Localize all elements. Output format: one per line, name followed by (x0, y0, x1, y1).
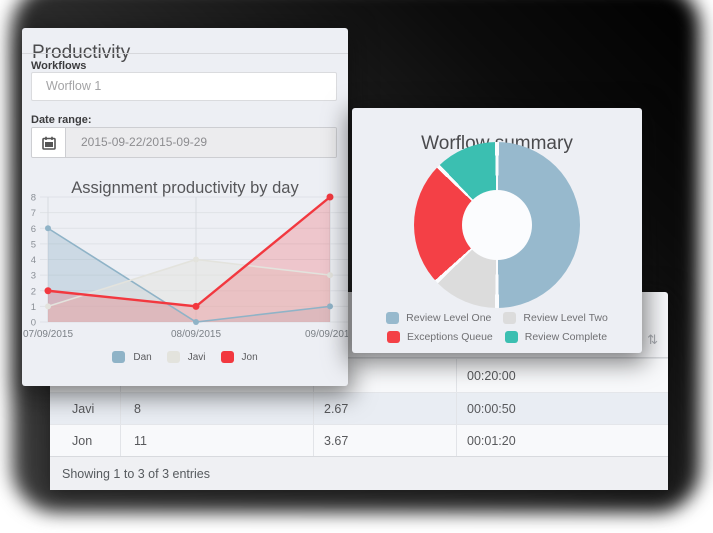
cell-name: Javi (72, 401, 95, 416)
donut-hole (462, 190, 532, 260)
legend-label: Review Level One (406, 312, 492, 324)
cell-time: 00:00:50 (456, 393, 668, 424)
legend-swatch (220, 351, 234, 363)
svg-text:08/09/2015: 08/09/2015 (171, 329, 221, 340)
table-header-time[interactable]: ⇅ (456, 318, 668, 357)
line-chart-title: Assignment productivity by day (71, 178, 299, 197)
cell-time: 00:20:00 (456, 359, 668, 392)
sort-icon[interactable]: ⇅ (647, 333, 658, 348)
svg-text:09/09/2015: 09/09/2015 (305, 329, 348, 340)
legend-item-dan[interactable]: Dan (112, 351, 152, 363)
legend-item-jon[interactable]: Jon (220, 351, 258, 363)
legend-item-review-complete[interactable]: Review Complete (504, 331, 608, 343)
svg-text:3: 3 (31, 271, 36, 282)
date-range-group: 2015-09-22/2015-09-29 (31, 127, 337, 158)
table-row: Jon 11 3.67 00:01:20 (50, 424, 668, 456)
legend-swatch (386, 312, 400, 324)
legend-label: Dan (133, 351, 152, 363)
calendar-button[interactable] (32, 128, 66, 157)
svg-text:4: 4 (31, 255, 36, 266)
legend-label: Jon (241, 351, 258, 363)
legend-swatch (112, 351, 126, 363)
workflow-select-value: Worflow 1 (46, 79, 102, 93)
legend-item-review-level-one[interactable]: Review Level One (386, 312, 491, 324)
table-info-bar: Showing 1 to 3 of 3 entries (50, 456, 668, 490)
donut-legend: Review Level One Review Level Two Except… (356, 312, 638, 343)
divider (22, 53, 348, 54)
panel-title: Productivity (32, 41, 131, 63)
cell-count: 8 (120, 393, 313, 424)
legend-item-exceptions-queue[interactable]: Exceptions Queue (386, 331, 493, 343)
legend-swatch (386, 331, 400, 343)
cell-time: 00:01:20 (456, 425, 668, 456)
productivity-panel: Productivity Workflows Worflow 1 Date ra… (22, 28, 348, 386)
workflows-label: Workflows (31, 60, 87, 72)
table-row: Javi 8 2.67 00:00:50 (50, 392, 668, 424)
calendar-icon (41, 136, 56, 150)
legend-label: Exceptions Queue (406, 331, 493, 343)
svg-text:07/09/2015: 07/09/2015 (23, 329, 73, 340)
legend-item-review-level-two[interactable]: Review Level Two (503, 312, 608, 324)
legend-label: Javi (187, 351, 206, 363)
cell-avg: 3.67 (313, 425, 456, 456)
line-chart[interactable]: 0 1 2 3 4 5 6 7 8 07/09/2015 08/09/2015 09/09/2015 (22, 188, 348, 343)
svg-text:0: 0 (31, 318, 36, 329)
legend-label: Review Level Two (523, 312, 608, 324)
workflow-summary-panel: Worflow summary Review Level One Review … (352, 108, 642, 353)
legend-swatch (503, 312, 517, 324)
cell-avg: 2.67 (313, 393, 456, 424)
svg-text:5: 5 (31, 239, 36, 250)
svg-text:6: 6 (31, 224, 36, 235)
date-range-label: Date range: (31, 114, 92, 126)
donut-chart[interactable] (414, 142, 580, 308)
legend-item-javi[interactable]: Javi (166, 351, 206, 363)
date-range-input[interactable]: 2015-09-22/2015-09-29 (66, 128, 336, 157)
table-entries-info: Showing 1 to 3 of 3 entries (62, 466, 211, 481)
line-chart-legend: Dan Javi Jon (22, 351, 348, 363)
cell-count: 11 (120, 425, 313, 456)
workflow-select[interactable]: Worflow 1 (31, 72, 337, 101)
svg-text:7: 7 (31, 208, 36, 219)
legend-swatch (166, 351, 180, 363)
legend-swatch (504, 331, 518, 343)
cell-name: Jon (72, 433, 93, 448)
svg-text:8: 8 (31, 193, 36, 204)
svg-text:1: 1 (31, 302, 36, 313)
svg-text:2: 2 (31, 286, 36, 297)
legend-label: Review Complete (524, 331, 608, 343)
